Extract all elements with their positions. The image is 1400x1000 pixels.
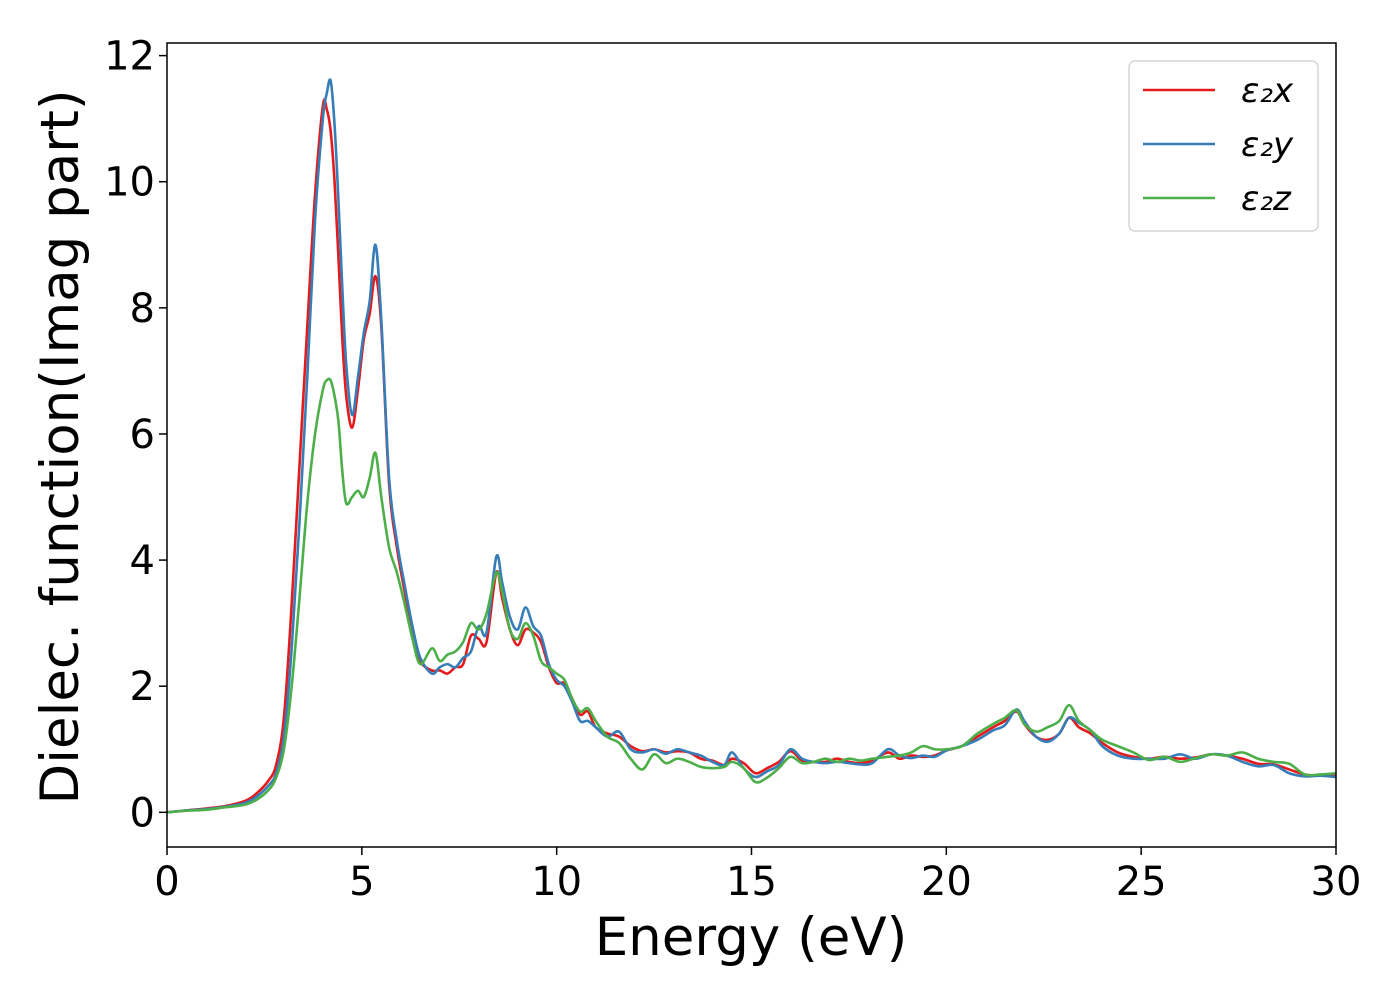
y-tick-label: 8 [130, 286, 155, 332]
legend-label-eps2x: ε₂x [1241, 71, 1294, 111]
x-tick-label: 20 [921, 859, 972, 905]
x-tick-label: 15 [726, 859, 777, 905]
x-tick-label: 25 [1116, 859, 1167, 905]
y-axis-label: Dielec. function(Imag part) [30, 89, 91, 804]
series-layer [167, 78, 1336, 814]
y-tick-label: 0 [130, 790, 155, 836]
y-tick-label: 2 [130, 664, 155, 710]
y-tick-label: 6 [130, 412, 155, 458]
y-axis-ticks: 0 2 4 6 8 10 12 [104, 34, 167, 836]
x-tick-label: 30 [1311, 859, 1362, 905]
x-tick-label: 10 [531, 859, 582, 905]
y-tick-label: 12 [104, 34, 155, 80]
x-tick-label: 0 [154, 859, 179, 905]
legend: ε₂x ε₂y ε₂z [1128, 60, 1319, 232]
x-axis-ticks: 0 5 10 15 20 25 30 [154, 847, 1361, 905]
x-axis-label: Energy (eV) [595, 907, 908, 968]
y-tick-label: 10 [104, 160, 155, 206]
legend-box [1128, 60, 1319, 232]
series-line-eps2y [167, 78, 1336, 814]
series-line-eps2z [167, 377, 1336, 814]
legend-label-eps2z: ε₂z [1241, 179, 1292, 219]
legend-label-eps2y: ε₂y [1241, 125, 1294, 165]
x-tick-label: 5 [349, 859, 374, 905]
y-tick-label: 4 [130, 538, 155, 584]
